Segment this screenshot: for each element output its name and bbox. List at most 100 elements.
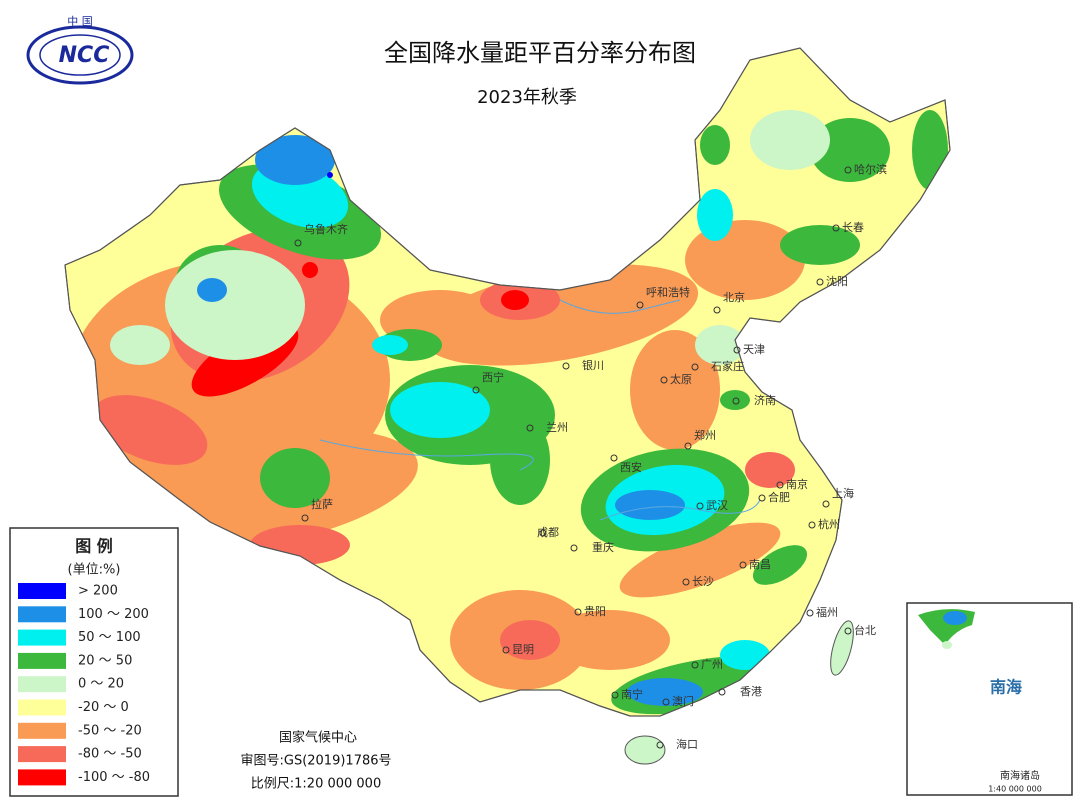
logo-top: 中 国 bbox=[67, 15, 93, 28]
city-dot bbox=[472, 386, 480, 394]
precip-zone bbox=[720, 390, 750, 410]
city-label: 昆明 bbox=[512, 643, 534, 656]
precip-zone bbox=[501, 290, 529, 310]
precip-zone bbox=[490, 415, 550, 505]
city-label: 石家庄 bbox=[711, 359, 744, 373]
inset-title: 南海 bbox=[990, 678, 1022, 697]
legend-label: -50 ～ -20 bbox=[78, 723, 142, 738]
city-label: 南昌 bbox=[749, 558, 771, 571]
precip-zone bbox=[630, 330, 720, 450]
precip-zone bbox=[260, 448, 330, 508]
precip-zone bbox=[197, 278, 227, 302]
precip-zone bbox=[550, 610, 670, 670]
city-label: 西宁 bbox=[482, 370, 504, 384]
inset-caption: 南海诸岛 bbox=[1000, 769, 1040, 782]
precip-zone bbox=[327, 172, 333, 178]
legend-swatch bbox=[18, 746, 66, 763]
city-label: 兰州 bbox=[546, 421, 568, 434]
city-dot bbox=[656, 741, 664, 749]
city-label: 广州 bbox=[701, 658, 723, 671]
inset: 南海 南海诸岛 1:40 000 000 bbox=[906, 602, 1073, 796]
city-dot bbox=[562, 362, 570, 370]
precip-zone bbox=[780, 225, 860, 265]
precip-zone bbox=[627, 678, 703, 706]
precip-zone bbox=[615, 490, 685, 520]
precip-zone bbox=[165, 250, 305, 360]
city-label: 上海 bbox=[832, 486, 854, 500]
city-label: 郑州 bbox=[694, 428, 716, 442]
precip-zone bbox=[752, 545, 808, 585]
city-dot bbox=[733, 346, 741, 354]
city-label: 海口 bbox=[676, 737, 698, 751]
city-dot bbox=[662, 698, 670, 706]
city-label: 成都 bbox=[537, 526, 559, 539]
city-label: 台北 bbox=[854, 623, 876, 637]
city-dot bbox=[636, 301, 644, 309]
city-dot bbox=[682, 578, 690, 586]
river bbox=[599, 499, 761, 521]
city-label: 武汉 bbox=[706, 499, 728, 512]
map-subtitle: 2023年秋季 bbox=[477, 87, 577, 108]
city-label: 哈尔滨 bbox=[854, 162, 887, 176]
border bbox=[64, 47, 951, 717]
legend-swatch bbox=[18, 699, 66, 716]
city-dot bbox=[718, 688, 726, 696]
precip-zone bbox=[697, 189, 733, 241]
footer-approval: 审图号:GS(2019)1786号 bbox=[240, 754, 391, 769]
precip-zone bbox=[810, 118, 890, 182]
city-dot bbox=[713, 306, 721, 314]
legend-label: > 200 bbox=[78, 584, 118, 599]
legend-swatch bbox=[18, 606, 66, 623]
city-label: 济南 bbox=[754, 393, 776, 407]
city-label: 南京 bbox=[786, 477, 808, 491]
legend-swatch bbox=[18, 769, 66, 786]
precip-zone bbox=[619, 522, 781, 598]
map-title: 全国降水量距平百分率分布图 bbox=[384, 39, 696, 67]
city-label: 银川 bbox=[582, 358, 604, 372]
city-label: 重庆 bbox=[592, 540, 614, 554]
precip-zone bbox=[255, 135, 335, 185]
legend-label: 20 ～ 50 bbox=[78, 653, 132, 668]
city-dot bbox=[844, 627, 852, 635]
legend-swatch bbox=[18, 652, 66, 669]
city-dot bbox=[696, 502, 704, 510]
city-dot bbox=[691, 661, 699, 669]
city-dot bbox=[574, 608, 582, 616]
city-label: 长沙 bbox=[692, 575, 714, 588]
inset-scale: 1:40 000 000 bbox=[988, 785, 1042, 794]
city-label: 南宁 bbox=[621, 687, 643, 701]
city-dot bbox=[660, 376, 668, 384]
legend-swatch bbox=[18, 629, 66, 646]
legend-swatch bbox=[18, 722, 66, 739]
river bbox=[319, 439, 534, 471]
city-dot bbox=[539, 529, 547, 537]
legend-label: 50 ～ 100 bbox=[78, 630, 141, 645]
city-dot bbox=[822, 500, 830, 508]
city-dot bbox=[758, 494, 766, 502]
hainan bbox=[624, 735, 666, 765]
footer-agency: 国家气候中心 bbox=[279, 730, 357, 746]
city-label: 贵阳 bbox=[584, 605, 606, 618]
city-label: 长春 bbox=[842, 221, 864, 234]
city-label: 沈阳 bbox=[826, 274, 848, 288]
legend-label: -20 ～ 0 bbox=[78, 700, 129, 715]
city-label: 合肥 bbox=[768, 490, 790, 504]
city-dot bbox=[806, 609, 814, 617]
precip-zone bbox=[750, 110, 830, 170]
precip-zone bbox=[390, 382, 490, 438]
legend-label: 100 ～ 200 bbox=[78, 607, 149, 622]
precip-zone bbox=[92, 395, 208, 465]
precip-zone bbox=[302, 262, 318, 278]
legend-swatch bbox=[18, 583, 66, 599]
city-label: 乌鲁木齐 bbox=[304, 222, 348, 236]
city-dot bbox=[844, 166, 852, 174]
precip-zone bbox=[695, 325, 745, 365]
city-label: 杭州 bbox=[818, 517, 840, 531]
city-dot bbox=[776, 481, 784, 489]
city-label: 澳门 bbox=[672, 694, 694, 708]
legend-swatch bbox=[18, 676, 66, 693]
city-dot bbox=[526, 424, 534, 432]
city-label: 太原 bbox=[670, 373, 692, 386]
